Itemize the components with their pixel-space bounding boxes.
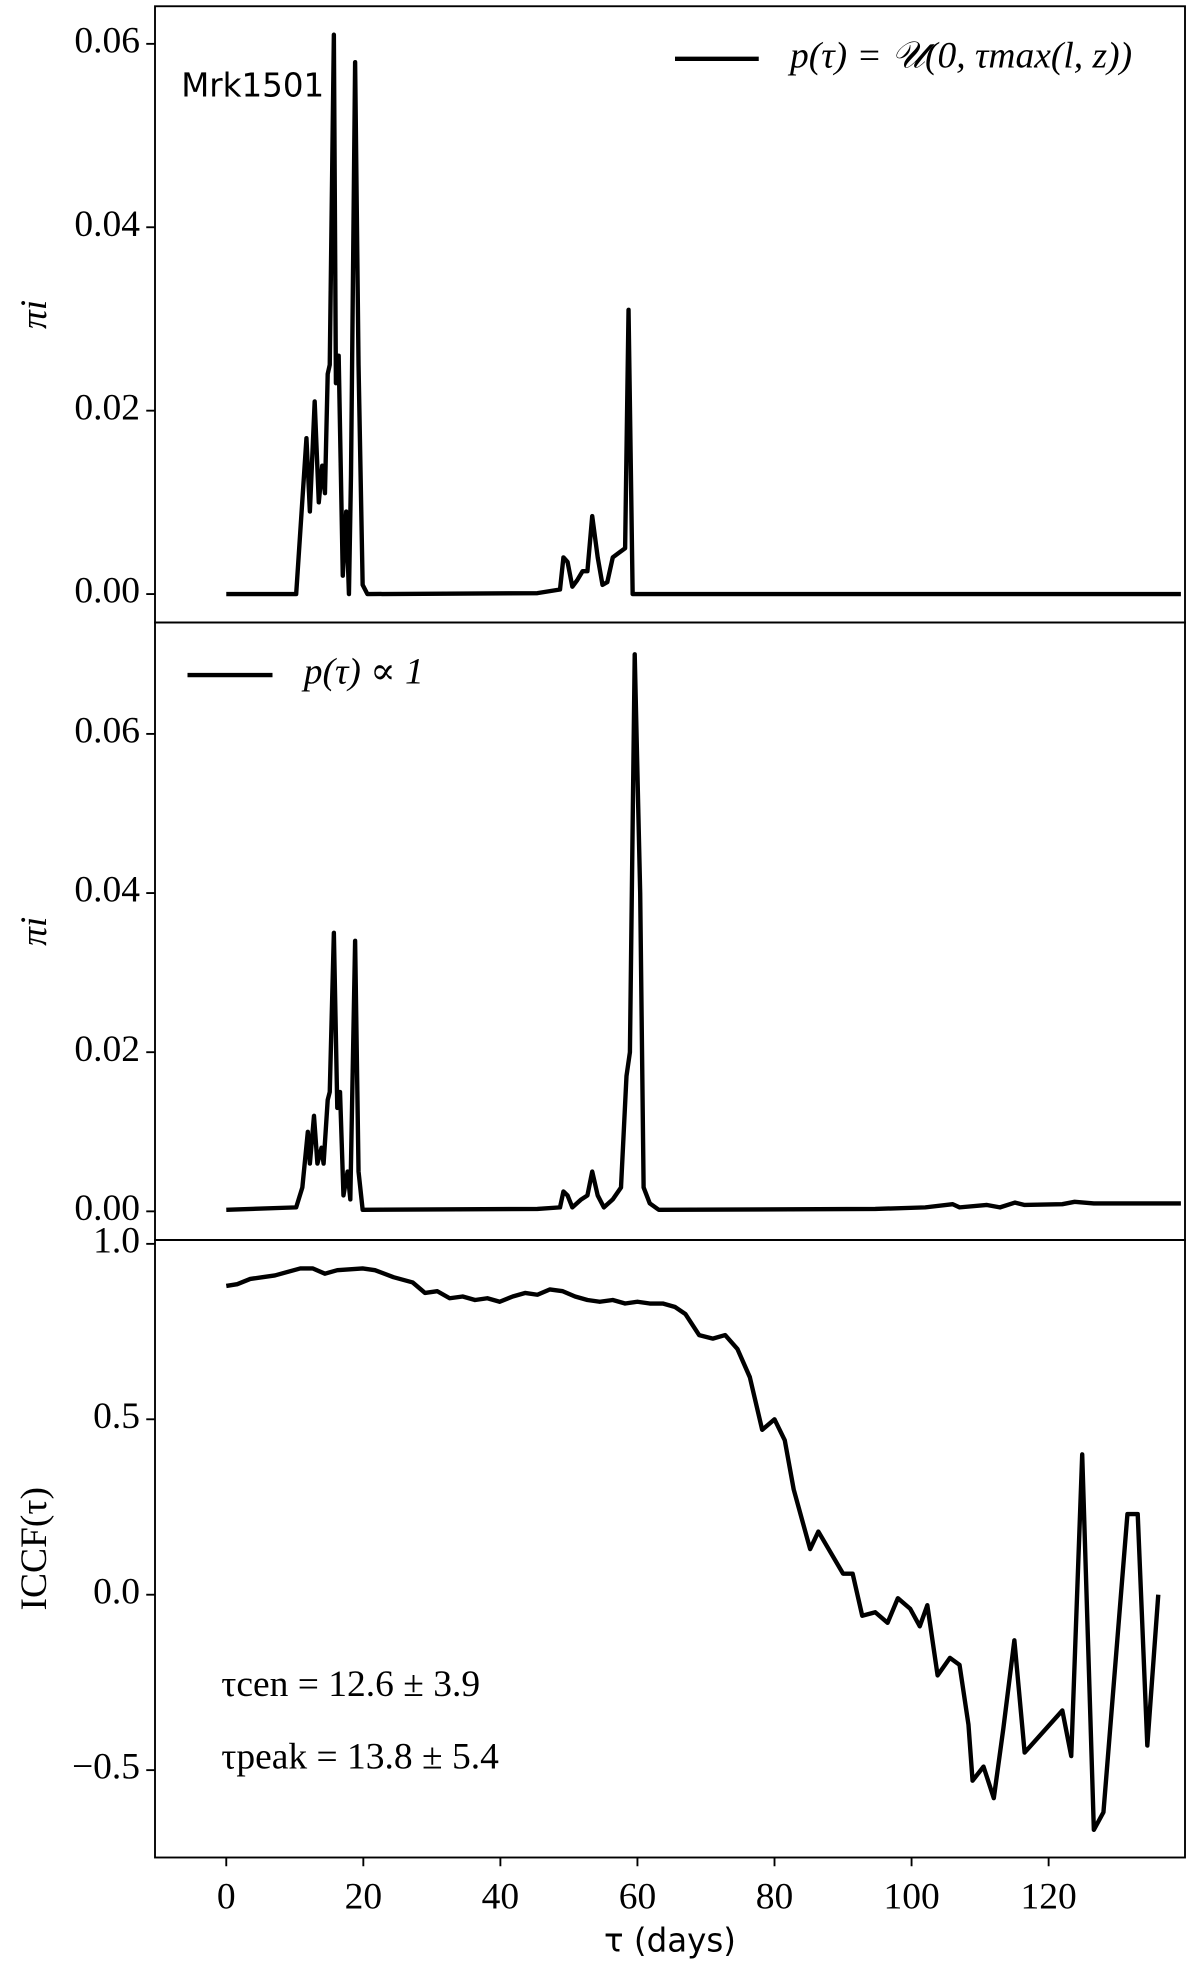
x-tick-label: 100 [883, 1877, 939, 1918]
y-tick-label: 0.0 [93, 1571, 140, 1612]
x-tick-label: 0 [217, 1877, 236, 1918]
y-tick-label: 0.5 [93, 1396, 140, 1437]
legend-label: p(τ) ∝ 1 [301, 652, 424, 693]
plot-frame [154, 1239, 1186, 1859]
y-tick-label: 0.06 [74, 20, 140, 61]
y-tick-label: 1.0 [93, 1220, 140, 1261]
y-axis-label: πi [14, 300, 55, 329]
legend-label: p(τ) = 𝒰(0, τmax(l, z)) [787, 35, 1132, 76]
x-tick-label: 60 [619, 1877, 657, 1918]
x-tick-label: 40 [482, 1877, 520, 1918]
y-axis-label: ICCF(τ) [14, 1487, 55, 1610]
x-tick-label: 20 [345, 1877, 383, 1918]
x-tick-label: 80 [756, 1877, 794, 1918]
data-line [226, 652, 1181, 1212]
y-tick-label: 0.04 [74, 870, 140, 911]
y-tick-label: 0.02 [74, 1029, 140, 1070]
y-tick-label: −0.5 [72, 1747, 140, 1788]
annotation: τpeak = 13.8 ± 5.4 [221, 1737, 499, 1778]
y-tick-label: 0.06 [74, 711, 140, 752]
x-axis-label: τ (days) [604, 1922, 736, 1960]
y-tick-label: 0.02 [74, 387, 140, 428]
data-line [226, 32, 1181, 597]
x-tick-label: 120 [1021, 1877, 1077, 1918]
annotation: Mrk1501 [181, 67, 324, 105]
y-tick-label: 0.00 [74, 1188, 140, 1229]
y-tick-label: 0.04 [74, 204, 140, 245]
data-line [225, 1266, 1161, 1832]
annotation: τcen = 12.6 ± 3.9 [221, 1664, 480, 1705]
y-tick-label: 0.00 [74, 571, 140, 612]
y-axis-label: πi [14, 917, 55, 946]
